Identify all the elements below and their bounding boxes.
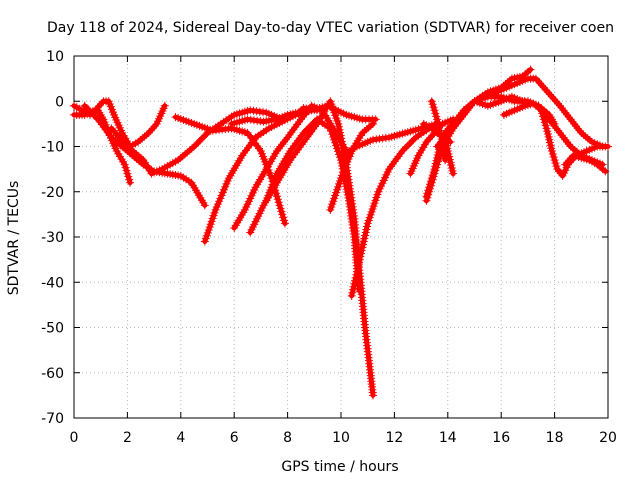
series-markers	[499, 99, 559, 128]
series-arc-08	[230, 101, 354, 232]
series-arc-04	[107, 106, 287, 178]
series-arc-03	[80, 101, 209, 210]
y-tick-label: -50	[41, 321, 64, 337]
chart-title: Day 118 of 2024, Sidereal Day-to-day VTE…	[47, 20, 614, 36]
x-tick-label: 10	[332, 430, 350, 446]
y-axis-label: SDTVAR / TECUs	[6, 181, 22, 296]
series-arc-23	[561, 151, 610, 176]
y-tick-label: -40	[41, 275, 64, 291]
series-markers	[561, 151, 610, 176]
series-track	[450, 76, 606, 149]
y-tick-label: -10	[41, 140, 64, 156]
y-tick-label: 10	[46, 49, 64, 65]
x-axis-label: GPS time / hours	[281, 459, 398, 475]
series-markers	[70, 97, 169, 151]
series-markers	[230, 101, 354, 232]
y-tick-label: 0	[55, 94, 64, 110]
series-arc-24	[499, 99, 559, 128]
series-markers	[107, 106, 287, 178]
series-arc-07	[227, 104, 321, 128]
x-tick-label: 2	[123, 430, 132, 446]
x-tick-label: 8	[283, 430, 292, 446]
y-tick-label: -60	[41, 366, 64, 382]
plot-area	[70, 65, 612, 400]
y-tick-label: -20	[41, 185, 64, 201]
x-tick-label: 6	[230, 430, 239, 446]
series-arc-22	[470, 92, 612, 180]
x-tick-label: 16	[492, 430, 510, 446]
y-tick-label: -70	[41, 411, 64, 427]
x-tick-label: 0	[70, 430, 79, 446]
x-tick-label: 14	[439, 430, 457, 446]
series-arc-05	[171, 113, 289, 228]
x-tick-label: 12	[385, 430, 403, 446]
series-markers	[449, 74, 607, 151]
x-tick-label: 20	[599, 430, 617, 446]
axes: 0 2 4 6 8 10 12 14 16 18 20 10 0 -10 -20 -30 -40 -50 -60 -7…	[41, 49, 617, 446]
series-arc-20	[449, 74, 607, 151]
x-tick-label: 18	[546, 430, 564, 446]
y-tick-label: -30	[41, 230, 64, 246]
x-tick-label: 4	[176, 430, 185, 446]
